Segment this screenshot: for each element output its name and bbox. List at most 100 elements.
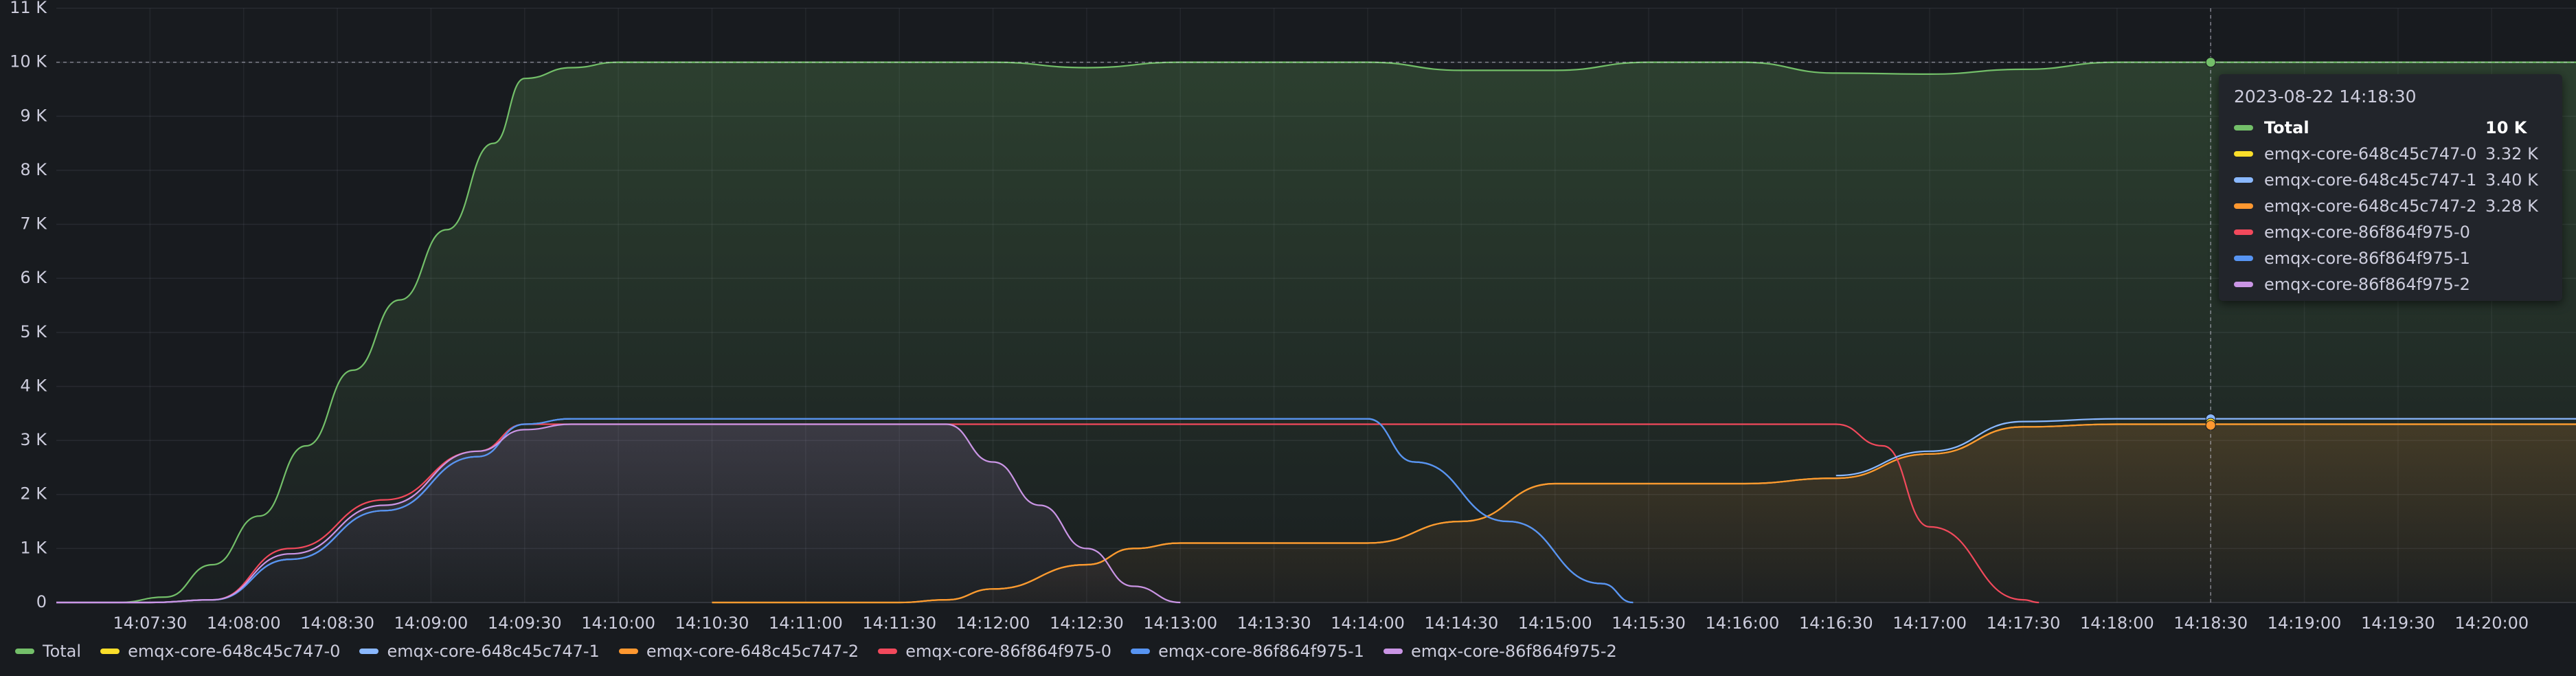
y-tick-label: 6 K [20,268,47,287]
y-axis-ticks: 0 1 K 2 K 3 K 4 K 5 K 6 K 7 K 8 K 9 K 10 K 11 K [10,0,47,611]
x-tick-label: 14:07:30 [113,613,187,632]
y-tick-label: 9 K [20,106,47,125]
tooltip-series-name: emqx-core-648c45c747-2 [2264,196,2477,216]
tooltip-row: emqx-core-648c45c747-2 3.28 K [2234,193,2547,219]
legend-item-emqx-core-86f864f975-0[interactable]: emqx-core-86f864f975-0 [878,642,1111,661]
y-tick-label: 1 K [20,538,47,557]
x-tick-label: 14:09:00 [394,613,468,632]
legend-item-emqx-core-648c45c747-0[interactable]: emqx-core-648c45c747-0 [100,642,340,661]
series-line-emqx-core-648c45c747-2 [712,423,2576,604]
x-tick-label: 14:16:00 [1706,613,1780,632]
series-line-emqx-core-648c45c747-1-tail [1835,418,2576,477]
x-tick-label: 14:15:00 [1518,613,1592,632]
legend-label: emqx-core-648c45c747-2 [646,642,859,661]
x-tick-label: 14:11:30 [862,613,936,632]
tooltip-row: emqx-core-86f864f975-1 [2234,245,2547,271]
x-tick-label: 14:12:00 [956,613,1030,632]
tooltip-row: emqx-core-86f864f975-0 [2234,219,2547,245]
x-tick-label: 14:14:00 [1331,613,1405,632]
chart-plot-area[interactable]: 0 1 K 2 K 3 K 4 K 5 K 6 K 7 K 8 K 9 K 10 K 11 K 14:… [0,0,2576,632]
legend-item-emqx-core-648c45c747-2[interactable]: emqx-core-648c45c747-2 [618,642,859,661]
tooltip-series-name: emqx-core-648c45c747-0 [2264,144,2477,164]
tooltip-series-value: 3.28 K [2485,196,2538,216]
legend-swatch [15,649,34,654]
tooltip-series-name: emqx-core-648c45c747-1 [2264,170,2477,190]
tooltip-swatch [2234,151,2253,157]
y-tick-label: 7 K [20,214,47,234]
x-tick-label: 14:09:30 [488,613,562,632]
series-fills [56,62,2576,603]
y-tick-label: 8 K [20,160,47,179]
x-tick-label: 14:19:30 [2361,613,2435,632]
tooltip-swatch [2234,177,2253,183]
tooltip-row: emqx-core-648c45c747-0 3.32 K [2234,141,2547,167]
x-tick-label: 14:08:30 [300,613,374,632]
legend-swatch [1383,649,1403,654]
x-axis-ticks: 14:07:30 14:08:00 14:08:30 14:09:00 14:09:30… [113,613,2529,632]
legend-label: emqx-core-648c45c747-1 [387,642,600,661]
tooltip-swatch [2234,229,2253,235]
y-tick-label: 4 K [20,376,47,395]
hover-tooltip: 2023-08-22 14:18:30 Total 10 K emqx-core-6… [2219,74,2562,301]
legend-label: emqx-core-648c45c747-0 [128,642,341,661]
x-tick-label: 14:10:00 [581,613,655,632]
chart-legend: Total emqx-core-648c45c747-0 emqx-core-648… [15,639,1617,664]
x-tick-label: 14:10:30 [675,613,749,632]
tooltip-series-name: Total [2264,118,2309,137]
y-tick-label: 5 K [20,322,47,341]
x-tick-label: 14:18:00 [2080,613,2154,632]
legend-swatch [618,649,638,654]
tooltip-series-value: 10 K [2485,118,2527,137]
y-tick-label: 2 K [20,484,47,504]
legend-label: Total [43,642,82,661]
y-tick-label: 3 K [20,430,47,449]
legend-swatch [1131,649,1151,654]
series-line-emqx-core-86f864f975-1 [56,418,1634,604]
tooltip-swatch [2234,125,2253,131]
tooltip-row: Total 10 K [2234,115,2547,141]
legend-item-total[interactable]: Total [15,642,81,661]
tooltip-swatch [2234,282,2253,287]
series-lines [56,61,2576,604]
legend-swatch [878,649,898,654]
tooltip-series-name: emqx-core-86f864f975-0 [2264,223,2470,242]
hover-cursor [2205,8,2216,602]
x-tick-label: 14:18:30 [2173,613,2248,632]
x-tick-label: 14:14:30 [1424,613,1498,632]
y-tick-label: 10 K [10,52,47,71]
cursor-point-marker [2205,57,2216,68]
x-tick-label: 14:15:30 [1612,613,1686,632]
tooltip-row: emqx-core-86f864f975-2 [2234,271,2547,297]
legend-item-emqx-core-648c45c747-1[interactable]: emqx-core-648c45c747-1 [359,642,600,661]
legend-item-emqx-core-86f864f975-2[interactable]: emqx-core-86f864f975-2 [1383,642,1617,661]
x-tick-label: 14:19:00 [2268,613,2342,632]
series-line-emqx-core-86f864f975-2 [56,423,1181,604]
tooltip-swatch [2234,256,2253,261]
x-tick-label: 14:17:30 [1987,613,2061,632]
x-tick-label: 14:16:30 [1799,613,1873,632]
legend-swatch [359,649,379,654]
legend-label: emqx-core-86f864f975-0 [905,642,1112,661]
x-tick-label: 14:11:00 [769,613,843,632]
legend-item-emqx-core-86f864f975-1[interactable]: emqx-core-86f864f975-1 [1131,642,1364,661]
x-tick-label: 14:08:00 [207,613,281,632]
y-tick-label: 0 [36,592,47,611]
y-tick-label: 11 K [10,0,47,17]
legend-label: emqx-core-86f864f975-1 [1158,642,1364,661]
x-tick-label: 14:12:30 [1050,613,1124,632]
legend-label: emqx-core-86f864f975-2 [1410,642,1617,661]
series-fill-emqx-core-86f864f975-2 [56,424,1181,602]
legend-swatch [100,649,120,654]
x-tick-label: 14:13:00 [1143,613,1217,632]
x-tick-label: 14:20:00 [2454,613,2529,632]
series-fill-emqx-core-648c45c747-2 [712,424,2576,602]
tooltip-swatch [2234,203,2253,209]
tooltip-time: 2023-08-22 14:18:30 [2234,87,2417,106]
series-line-total [56,61,2576,604]
tooltip-row: emqx-core-648c45c747-1 3.40 K [2234,167,2547,193]
tooltip-series-value: 3.32 K [2485,144,2538,164]
tooltip-series-name: emqx-core-86f864f975-1 [2264,249,2470,268]
cursor-point-marker [2205,420,2216,431]
